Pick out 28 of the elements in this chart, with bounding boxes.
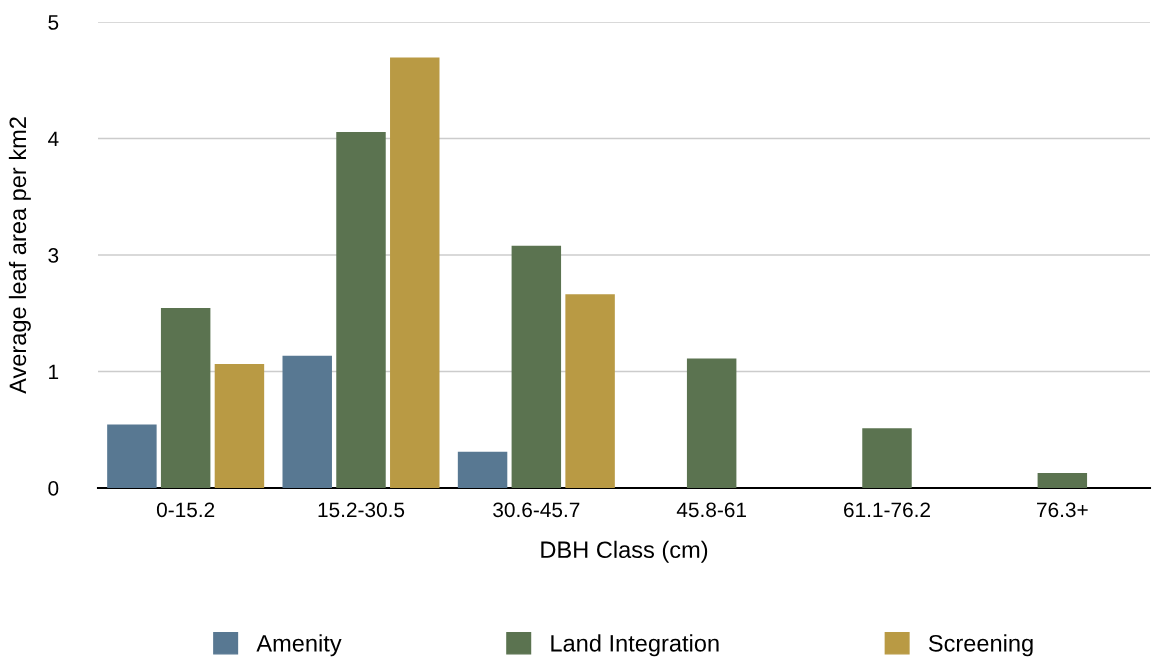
y-tick-label: 0 [48, 481, 59, 496]
x-tick-label: 15.2-30.5 [318, 502, 405, 518]
bar [390, 57, 440, 488]
x-tick-label: 45.8-61 [676, 502, 746, 518]
y-axis-title: Average leaf area per km2 [8, 117, 31, 394]
x-axis-title: DBH Class (cm) [541, 540, 708, 563]
bar [686, 358, 737, 488]
y-tick-label: 1 [49, 364, 59, 380]
legend-label: Land Integration [551, 634, 719, 657]
bar [862, 428, 912, 488]
bar [1037, 473, 1088, 488]
bar [457, 451, 508, 488]
y-tick-label: 5 [48, 15, 59, 30]
bar [565, 294, 615, 488]
bar [336, 131, 386, 488]
bar [160, 308, 211, 488]
x-tick-label: 30.6-45.7 [493, 502, 580, 518]
y-tick-label: 3 [48, 248, 59, 263]
legend-label: Screening [928, 634, 1033, 657]
bar [282, 355, 332, 488]
bar [214, 364, 265, 488]
bar [511, 245, 562, 488]
y-tick-label: 4 [48, 131, 59, 147]
x-tick-label: 61.1-76.2 [844, 502, 930, 518]
legend-label: Amenity [256, 634, 342, 657]
x-tick-label: 76.3+ [1037, 502, 1088, 518]
x-tick-label: 0-15.2 [156, 502, 215, 518]
bar [107, 424, 157, 488]
